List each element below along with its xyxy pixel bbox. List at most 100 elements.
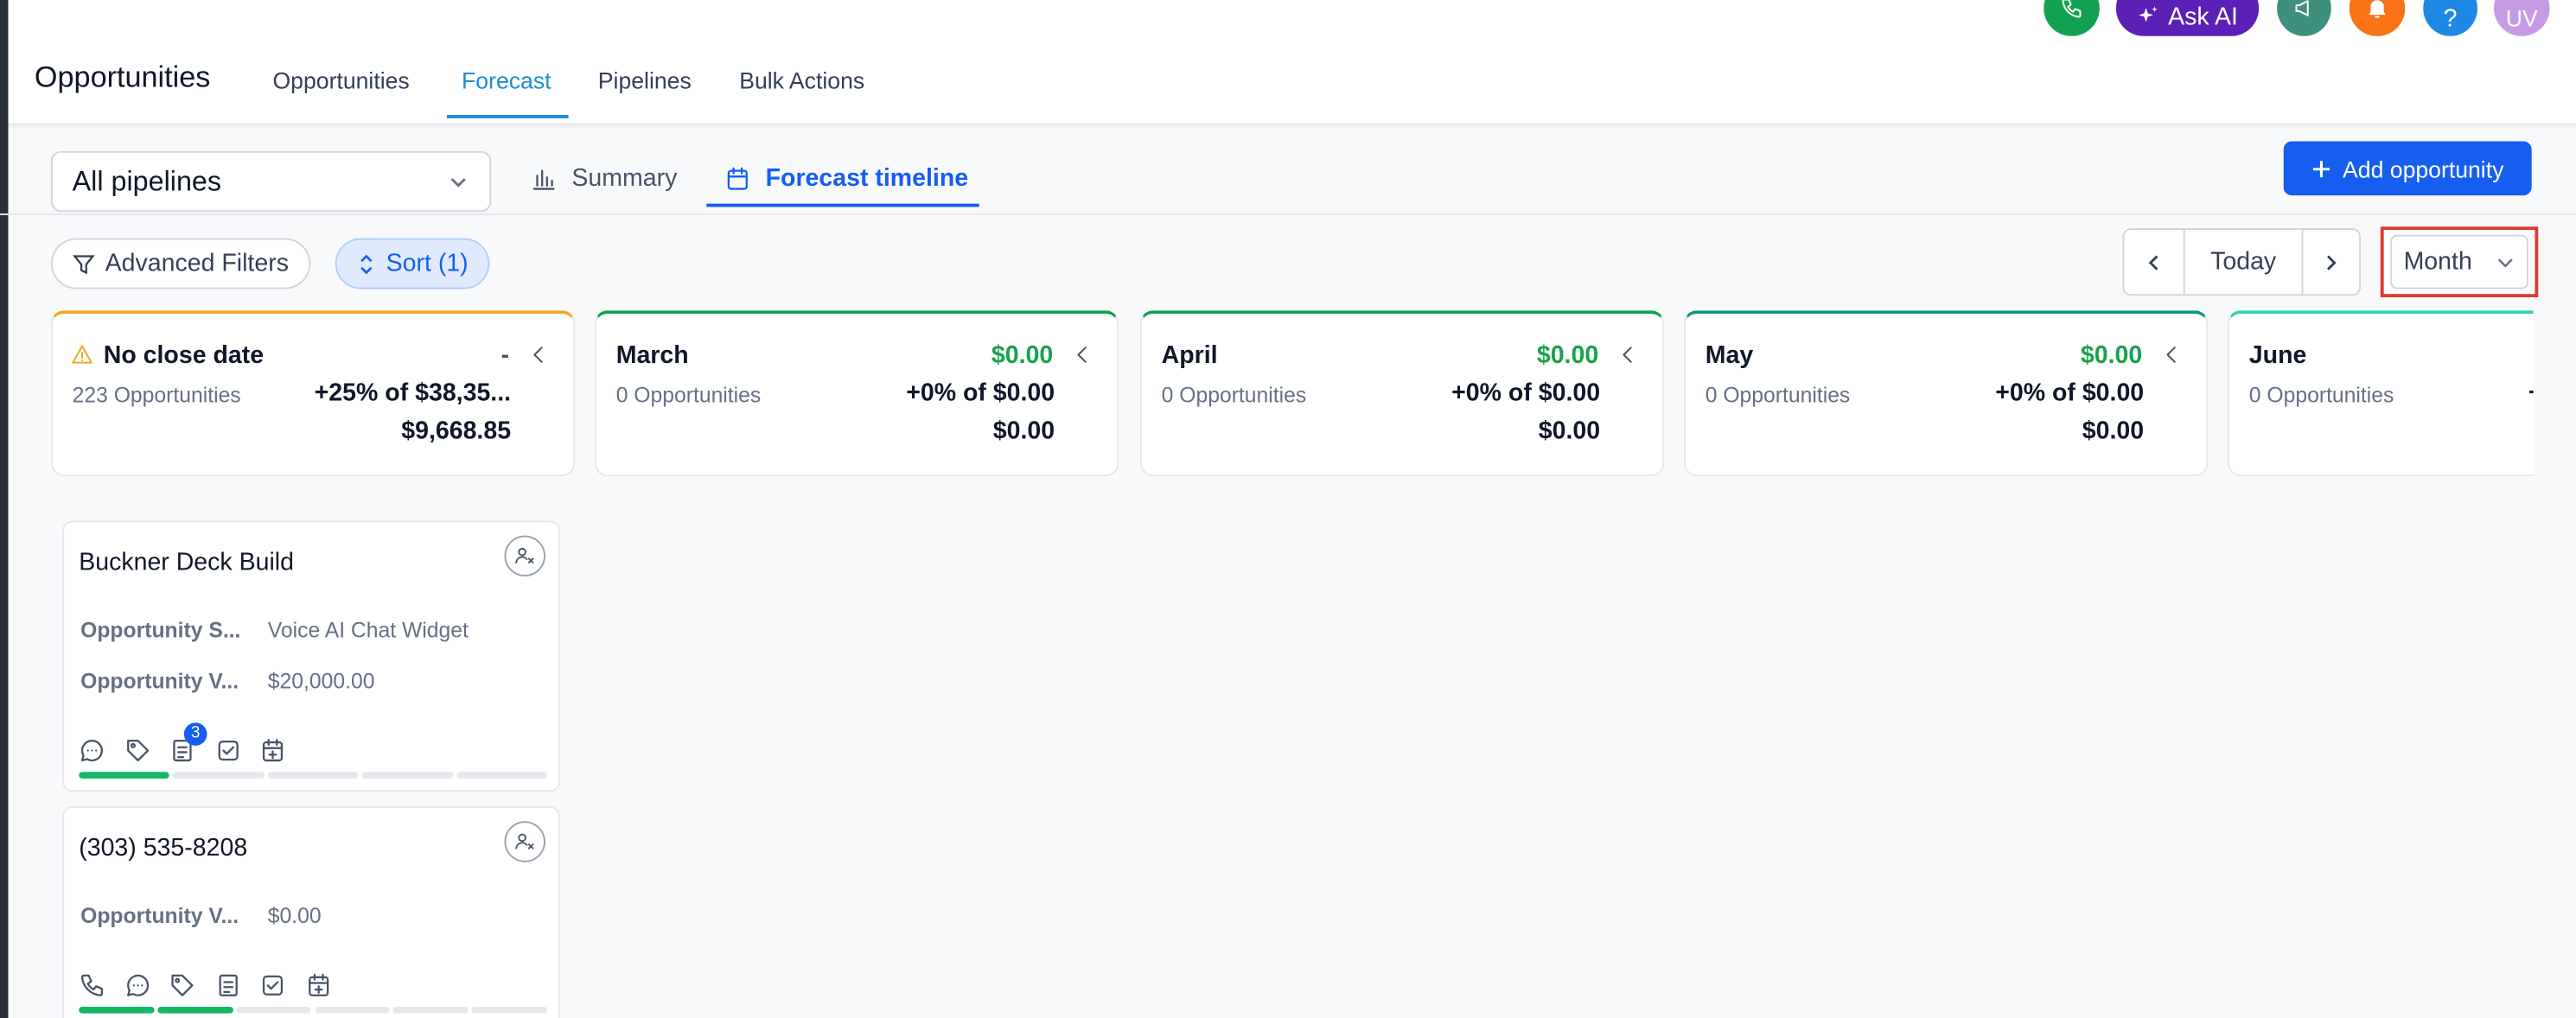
next-button[interactable] <box>2304 230 2360 294</box>
column-forecast: +25% of $38,35... <box>314 379 512 408</box>
note-icon <box>218 974 237 996</box>
note-icon <box>173 739 192 762</box>
sort-button[interactable]: Sort (1) <box>335 238 490 289</box>
advanced-filters-text: Advanced Filters <box>105 249 289 278</box>
progress-segment <box>392 1007 469 1014</box>
column-amount: $0.00 <box>1536 341 1599 370</box>
card-action[interactable] <box>259 737 285 772</box>
check-icon <box>217 740 238 761</box>
progress-segment <box>173 772 265 779</box>
card-action[interactable] <box>169 737 195 772</box>
card-action[interactable] <box>305 972 331 1007</box>
filter-icon <box>73 254 95 274</box>
card-action[interactable] <box>124 972 150 1007</box>
field-label: Opportunity S... <box>80 617 241 643</box>
chevron-left <box>533 347 543 363</box>
calendar-icon <box>727 166 748 189</box>
tag-icon <box>126 739 149 762</box>
card-action[interactable] <box>169 972 195 1007</box>
forecast-column: April $0.00 0 Opportunities +0% of $0.00 $0.… <box>1139 310 1665 477</box>
badge: 3 <box>183 722 207 746</box>
ask-ai-button[interactable]: Ask AI <box>2115 0 2260 36</box>
field-value: $20,000.00 <box>267 668 375 694</box>
card-action[interactable] <box>124 737 150 772</box>
user-x-icon <box>515 833 534 849</box>
advanced-filters-button[interactable]: Advanced Filters <box>50 238 310 289</box>
column-count: 0 Opportunities <box>1161 382 1307 408</box>
view-tab-text: Forecast timeline <box>765 164 969 193</box>
bell-icon <box>2369 0 2386 18</box>
column-forecast: +0% of $0.00 <box>1451 379 1601 408</box>
column-amount: - <box>501 341 510 370</box>
tab-underline <box>446 115 569 118</box>
highlight-box: Month <box>2380 226 2539 297</box>
chevron-left <box>2166 347 2176 363</box>
card-action[interactable] <box>214 972 240 1007</box>
add-opportunity-text: Add opportunity <box>2343 155 2504 182</box>
collapse-button[interactable] <box>1616 343 1640 374</box>
column-title: No close date <box>103 341 265 370</box>
add-opportunity-button[interactable]: Add opportunity <box>2283 141 2532 196</box>
column-total: $0.00 <box>992 417 1055 446</box>
progress-segment <box>236 1007 312 1014</box>
progress-segment <box>314 1007 391 1014</box>
pipeline-select[interactable]: All pipelines <box>50 150 492 213</box>
warning-triangle <box>72 345 92 364</box>
chevron-down <box>2497 258 2513 267</box>
collapse-button[interactable] <box>527 343 551 374</box>
opportunity-card[interactable]: (303) 535-8208 Opportunity V... $0.00 <box>62 806 561 1018</box>
chevron-left <box>1623 347 1632 363</box>
sparkle-icon <box>2138 6 2158 22</box>
view-underline <box>706 203 979 207</box>
megaphone-icon <box>2294 0 2308 16</box>
today-button[interactable]: Today <box>2185 230 2304 295</box>
progress-segment <box>361 772 453 779</box>
nav-tab[interactable]: Forecast <box>462 67 552 94</box>
divider <box>0 213 2576 215</box>
column-forecast: +0% of $0.00 <box>906 379 1055 408</box>
phone-icon <box>2062 0 2082 18</box>
chat-icon <box>80 739 103 762</box>
assign-button[interactable] <box>504 821 545 862</box>
nav-tab[interactable]: Bulk Actions <box>739 67 865 94</box>
view-tab[interactable]: Forecast timeline <box>724 164 968 192</box>
phone-icon <box>80 974 103 996</box>
prev-button[interactable] <box>2124 230 2185 295</box>
forecast-column: March $0.00 0 Opportunities +0% of $0.00 $0.… <box>594 310 1119 477</box>
view-tab-text: Summary <box>571 164 678 193</box>
tag-icon <box>171 974 194 996</box>
progress-segment <box>79 1007 155 1014</box>
card-title: Buckner Deck Build <box>79 548 295 577</box>
column-title: April <box>1161 341 1218 370</box>
column-total: $0.00 <box>1538 417 1601 446</box>
ask-ai-text: Ask AI <box>2168 2 2238 31</box>
cal-icon <box>262 739 284 762</box>
chevron-left <box>2148 254 2158 270</box>
cal-icon <box>308 973 328 996</box>
card-action[interactable] <box>79 737 105 772</box>
progress-segment <box>471 1007 547 1014</box>
column-forecast: +0% of $0.00 <box>1995 379 2145 408</box>
collapse-button[interactable] <box>2160 343 2184 374</box>
card-action[interactable] <box>79 972 105 1007</box>
assign-button[interactable] <box>504 535 545 577</box>
period-select[interactable]: Month <box>2390 234 2528 289</box>
card-action[interactable] <box>214 737 240 772</box>
page-title: Opportunities <box>34 60 211 94</box>
nav-tab[interactable]: Opportunities <box>272 67 410 94</box>
chevron-down <box>450 177 466 187</box>
column-total: $0.00 <box>2082 417 2145 446</box>
column-title: May <box>1705 341 1754 370</box>
progress-segment <box>456 772 547 779</box>
check-icon <box>262 975 284 996</box>
column-count: 0 Opportunities <box>615 382 762 408</box>
column-amount: $0.00 <box>991 341 1054 370</box>
card-action[interactable] <box>259 972 285 1007</box>
forecast-column: June 0 Opportunities + <box>2228 310 2534 477</box>
collapse-button[interactable] <box>1071 343 1094 374</box>
nav-tab[interactable]: Pipelines <box>597 67 692 94</box>
opportunity-card[interactable]: Buckner Deck Build Opportunity S... Voice … <box>62 520 561 792</box>
view-tab[interactable]: Summary <box>531 164 678 193</box>
